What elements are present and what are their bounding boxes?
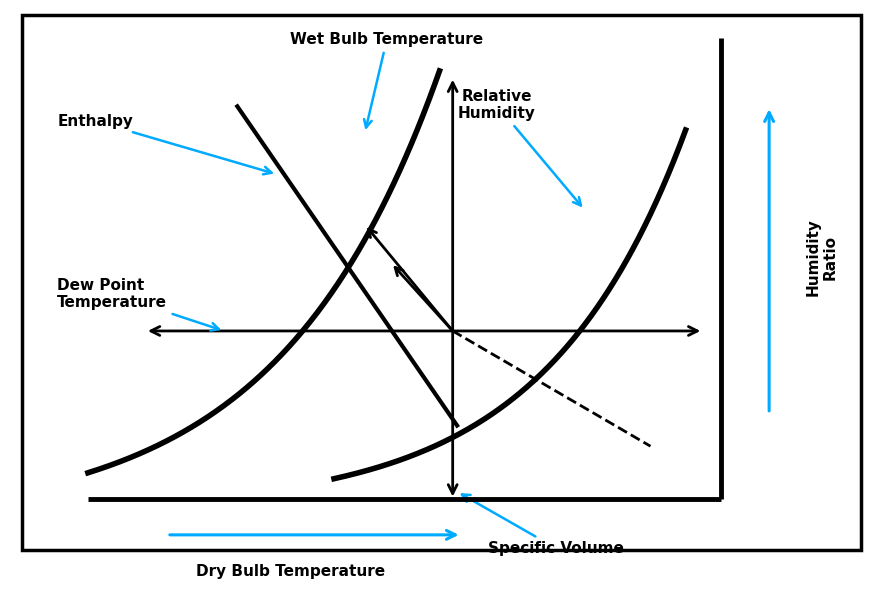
Text: Enthalpy: Enthalpy — [57, 113, 271, 174]
Text: Specific Volume: Specific Volume — [462, 495, 623, 556]
Text: Wet Bulb Temperature: Wet Bulb Temperature — [290, 33, 483, 128]
Text: Humidity
Ratio: Humidity Ratio — [805, 218, 837, 296]
Text: Relative
Humidity: Relative Humidity — [457, 89, 580, 206]
Text: Dry Bulb Temperature: Dry Bulb Temperature — [195, 564, 385, 579]
Text: Dew Point
Temperature: Dew Point Temperature — [57, 278, 219, 330]
